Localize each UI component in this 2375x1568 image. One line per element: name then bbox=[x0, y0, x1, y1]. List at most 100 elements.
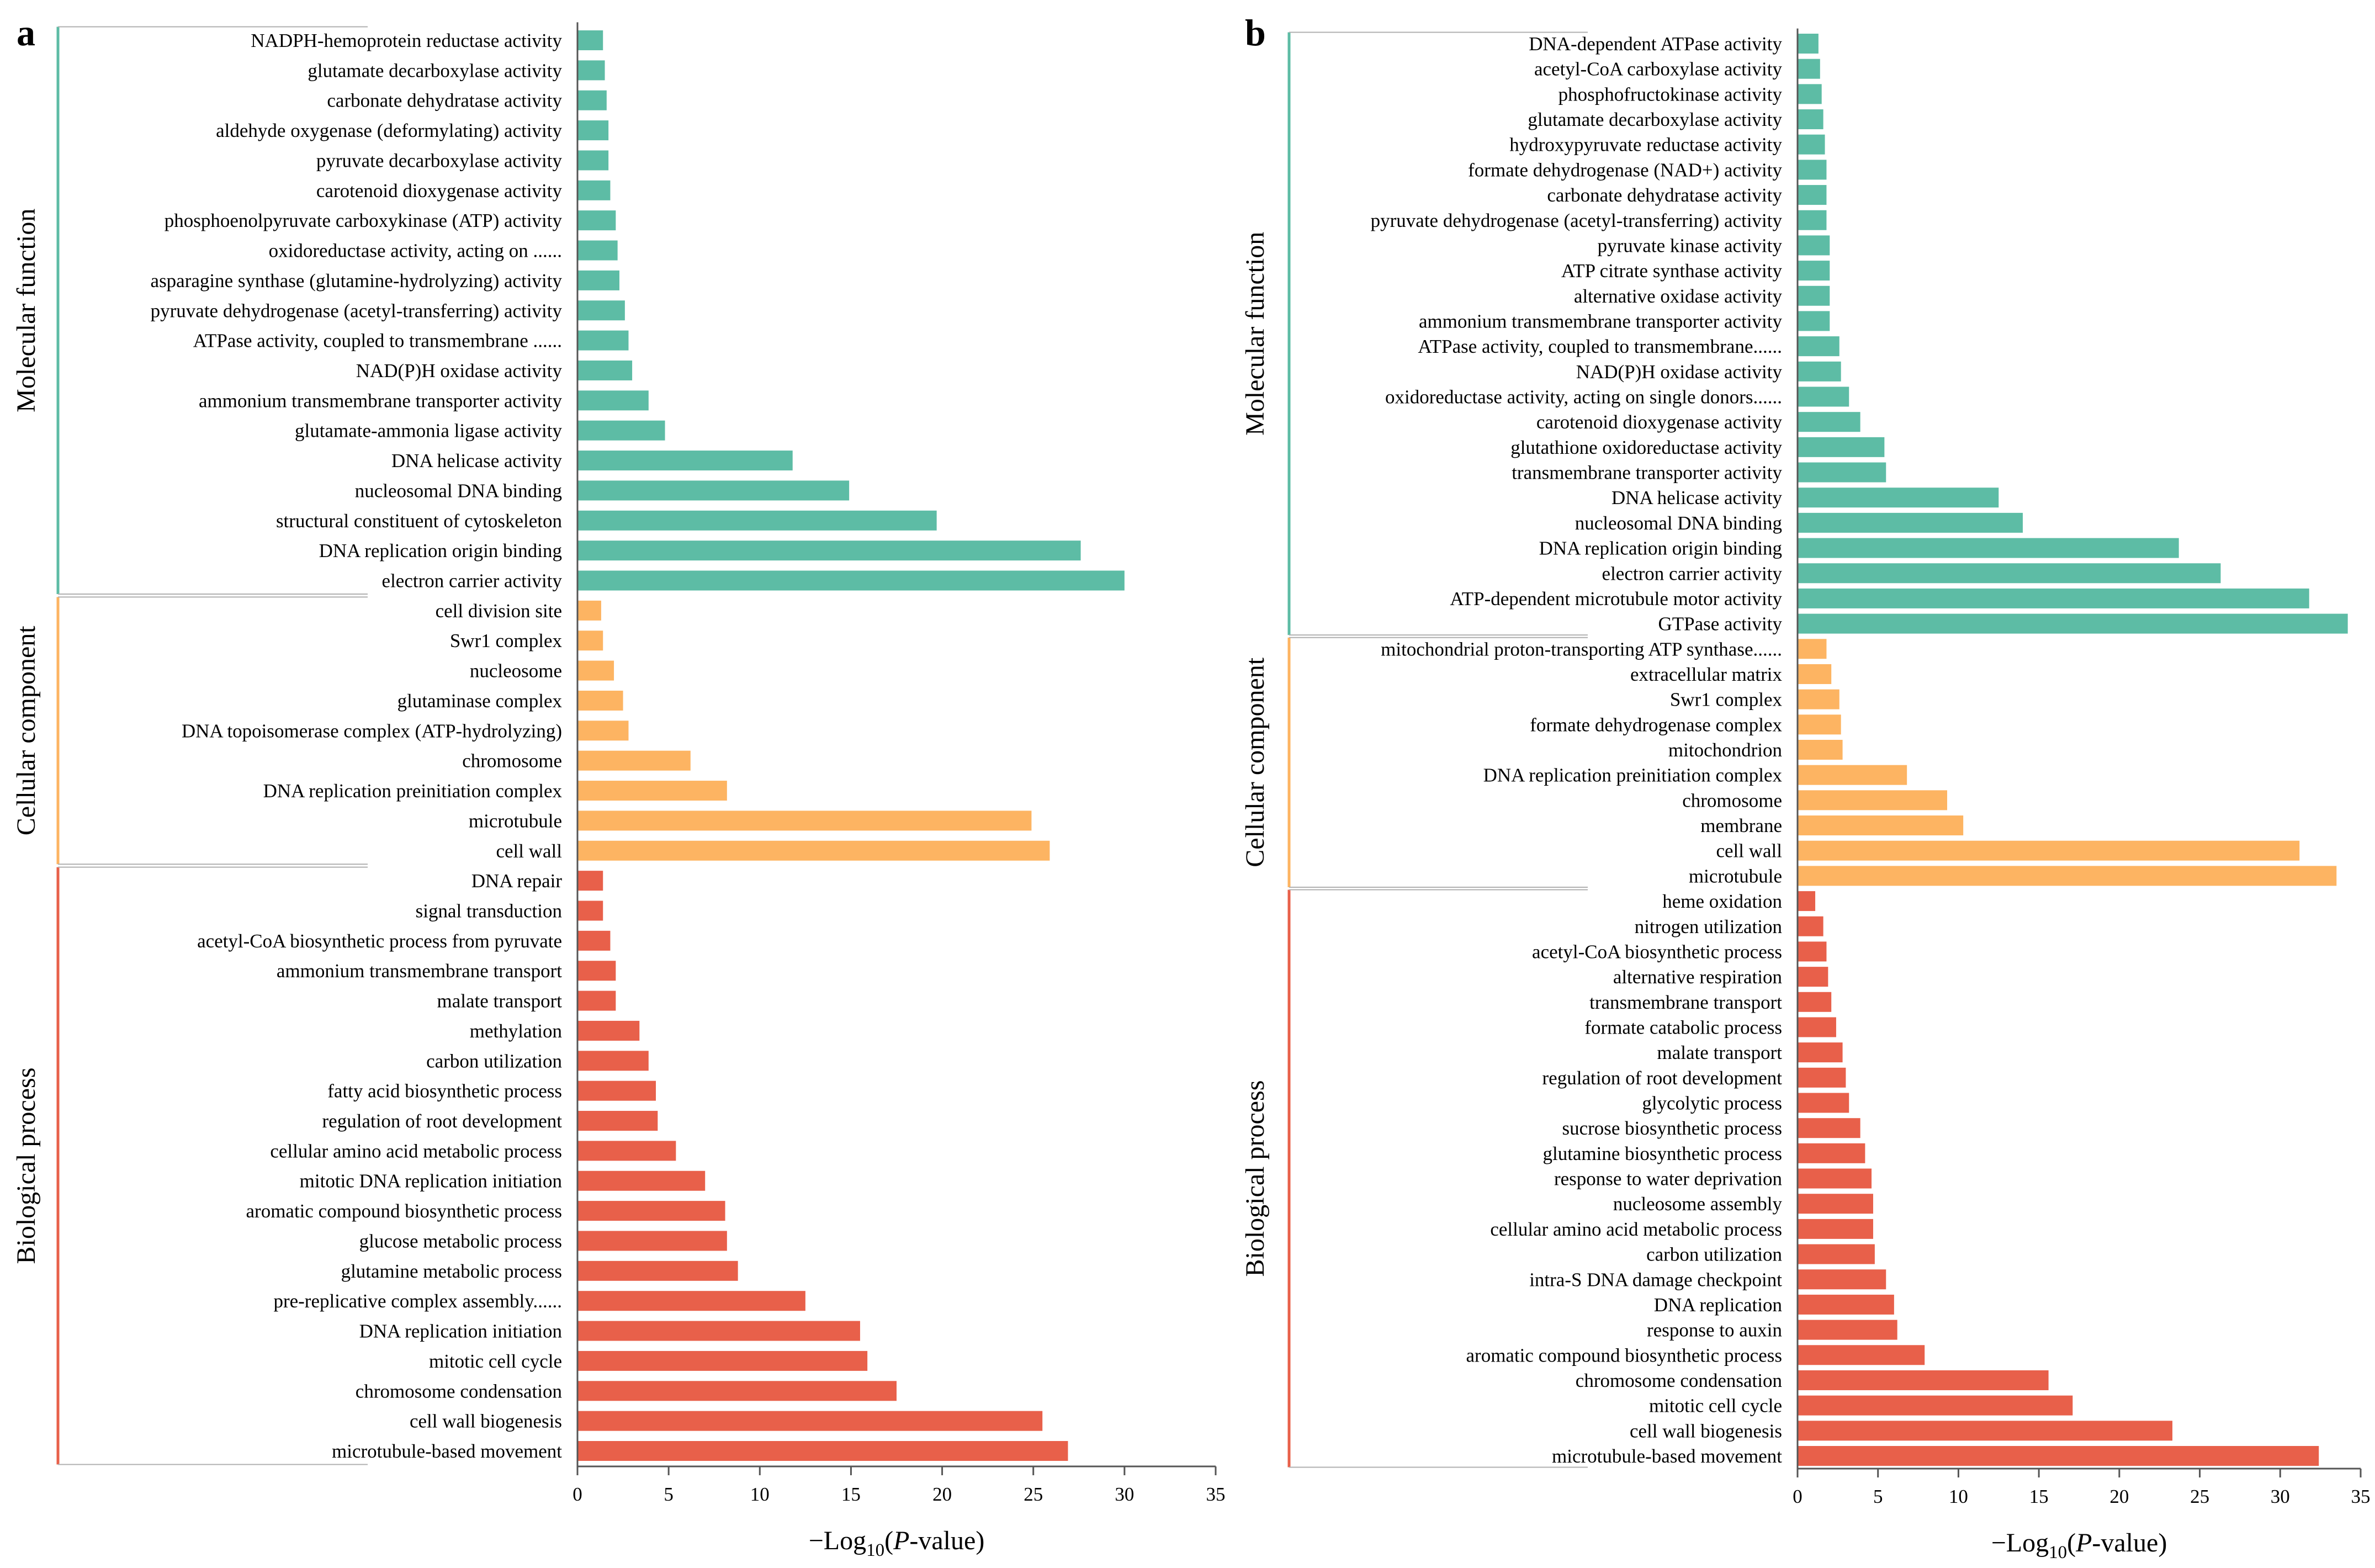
bar bbox=[577, 210, 616, 231]
category-label: hydroxypyruvate reductase activity bbox=[1509, 134, 1782, 156]
bar bbox=[1798, 160, 1827, 180]
category-label: glycolytic process bbox=[1642, 1093, 1782, 1114]
category-label: DNA replication initiation bbox=[359, 1321, 562, 1342]
bar bbox=[577, 1141, 676, 1161]
category-label: acetyl-CoA biosynthetic process bbox=[1532, 941, 1782, 962]
category-label: aromatic compound biosynthetic process bbox=[1466, 1344, 1783, 1366]
category-label: structural constituent of cytoskeleton bbox=[276, 510, 562, 532]
bar bbox=[1798, 1395, 2073, 1416]
bar bbox=[1798, 1093, 1849, 1113]
category-label: nucleosomal DNA binding bbox=[355, 480, 562, 501]
bar bbox=[1798, 261, 1830, 281]
bar bbox=[1798, 386, 1849, 407]
bar bbox=[577, 480, 850, 501]
bar bbox=[577, 150, 609, 171]
bar bbox=[1798, 109, 1823, 130]
bar bbox=[577, 1201, 725, 1221]
category-label: carotenoid dioxygenase activity bbox=[316, 180, 563, 202]
bar bbox=[1798, 34, 1819, 54]
group-cellular_component: mitochondrial proton-transporting ATP sy… bbox=[1240, 637, 2337, 888]
category-label: DNA replication origin binding bbox=[319, 540, 562, 561]
category-label: cellular amino acid metabolic process bbox=[270, 1140, 562, 1162]
bar bbox=[577, 390, 649, 411]
category-label: glutamate decarboxylase activity bbox=[1528, 109, 1782, 130]
group-title: Cellular component bbox=[12, 626, 41, 836]
x-tick-label: 35 bbox=[2351, 1486, 2371, 1507]
bar bbox=[1798, 765, 1907, 785]
bar bbox=[577, 90, 607, 110]
bar bbox=[1798, 740, 1843, 760]
bar bbox=[1798, 1194, 1873, 1214]
category-label: carbon utilization bbox=[1646, 1244, 1782, 1265]
bar bbox=[577, 690, 623, 711]
category-label: heme oxidation bbox=[1662, 891, 1782, 912]
category-label: malate transport bbox=[437, 990, 563, 1012]
category-label: ATPase activity, coupled to transmembran… bbox=[193, 330, 562, 352]
category-label: membrane bbox=[1700, 815, 1782, 836]
category-label: NADPH-hemoprotein reductase activity bbox=[251, 30, 562, 51]
category-label: extracellular matrix bbox=[1630, 664, 1782, 685]
category-label: response to water deprivation bbox=[1554, 1168, 1782, 1190]
category-label: acetyl-CoA biosynthetic process from pyr… bbox=[197, 930, 562, 952]
bar bbox=[1798, 488, 1999, 508]
x-tick-label: 25 bbox=[2190, 1486, 2209, 1507]
bar bbox=[577, 660, 614, 681]
group-title: Biological process bbox=[12, 1068, 41, 1264]
bar bbox=[577, 1291, 805, 1311]
bar bbox=[577, 990, 616, 1011]
category-label: carbonate dehydratase activity bbox=[1547, 184, 1782, 206]
category-label: pre-replicative complex assembly...... bbox=[273, 1290, 562, 1312]
bar bbox=[577, 750, 691, 771]
category-label: pyruvate decarboxylase activity bbox=[316, 150, 563, 171]
category-label: formate dehydrogenase (NAD+) activity bbox=[1468, 159, 1782, 181]
bar bbox=[577, 360, 633, 380]
bar bbox=[1798, 790, 1948, 811]
category-label: cell wall biogenesis bbox=[1630, 1420, 1782, 1442]
bar bbox=[1798, 1067, 1846, 1088]
category-label: nucleosomal DNA binding bbox=[1575, 512, 1782, 534]
x-tick-label: 20 bbox=[932, 1484, 952, 1505]
bar bbox=[1798, 538, 2179, 558]
category-label: transmembrane transport bbox=[1589, 992, 1782, 1013]
category-label: chromosome bbox=[462, 750, 562, 772]
bar bbox=[1798, 613, 2348, 634]
category-label: DNA helicase activity bbox=[1611, 487, 1783, 508]
bar bbox=[577, 1260, 738, 1281]
bar bbox=[577, 270, 619, 290]
bar bbox=[1798, 639, 1827, 659]
bar bbox=[577, 1411, 1043, 1431]
group-biological_process: heme oxidation nitrogen utilization acetyl… bbox=[1240, 889, 2319, 1468]
category-label: nucleosome assembly bbox=[1613, 1193, 1783, 1215]
category-label: cell division site bbox=[436, 600, 562, 622]
group-title: Molecular function bbox=[1240, 232, 1270, 436]
category-label: glucose metabolic process bbox=[359, 1230, 562, 1252]
bar bbox=[1798, 1017, 1836, 1037]
x-axis-title: −Log10(P-value) bbox=[809, 1526, 985, 1560]
group-molecular_function: DNA-dependent ATPase activity acetyl-CoA … bbox=[1240, 31, 2348, 636]
category-label: mitotic cell cycle bbox=[1649, 1395, 1782, 1417]
category-label: Swr1 complex bbox=[450, 630, 563, 651]
bar bbox=[1798, 840, 2300, 861]
category-label: malate transport bbox=[1657, 1042, 1783, 1063]
bar bbox=[577, 1321, 860, 1341]
bar bbox=[577, 1441, 1068, 1461]
bar bbox=[577, 930, 611, 951]
category-label: chromosome bbox=[1682, 790, 1782, 811]
bar bbox=[577, 1170, 706, 1191]
x-tick-label: 10 bbox=[750, 1484, 770, 1505]
bar bbox=[1798, 235, 1830, 256]
bar bbox=[1798, 1294, 1894, 1315]
bar bbox=[577, 600, 601, 621]
bar bbox=[1798, 84, 1822, 104]
bar bbox=[577, 781, 727, 801]
category-label: chromosome condensation bbox=[356, 1380, 562, 1402]
bar bbox=[1798, 1168, 1872, 1189]
bar bbox=[577, 240, 618, 261]
bar bbox=[577, 631, 603, 651]
bar bbox=[577, 1020, 640, 1041]
bar bbox=[577, 871, 603, 891]
category-label: glutamine biosynthetic process bbox=[1542, 1143, 1782, 1164]
x-tick-label: 15 bbox=[2029, 1486, 2049, 1507]
bar bbox=[1798, 1244, 1875, 1264]
category-label: DNA replication preinitiation complex bbox=[263, 780, 563, 802]
